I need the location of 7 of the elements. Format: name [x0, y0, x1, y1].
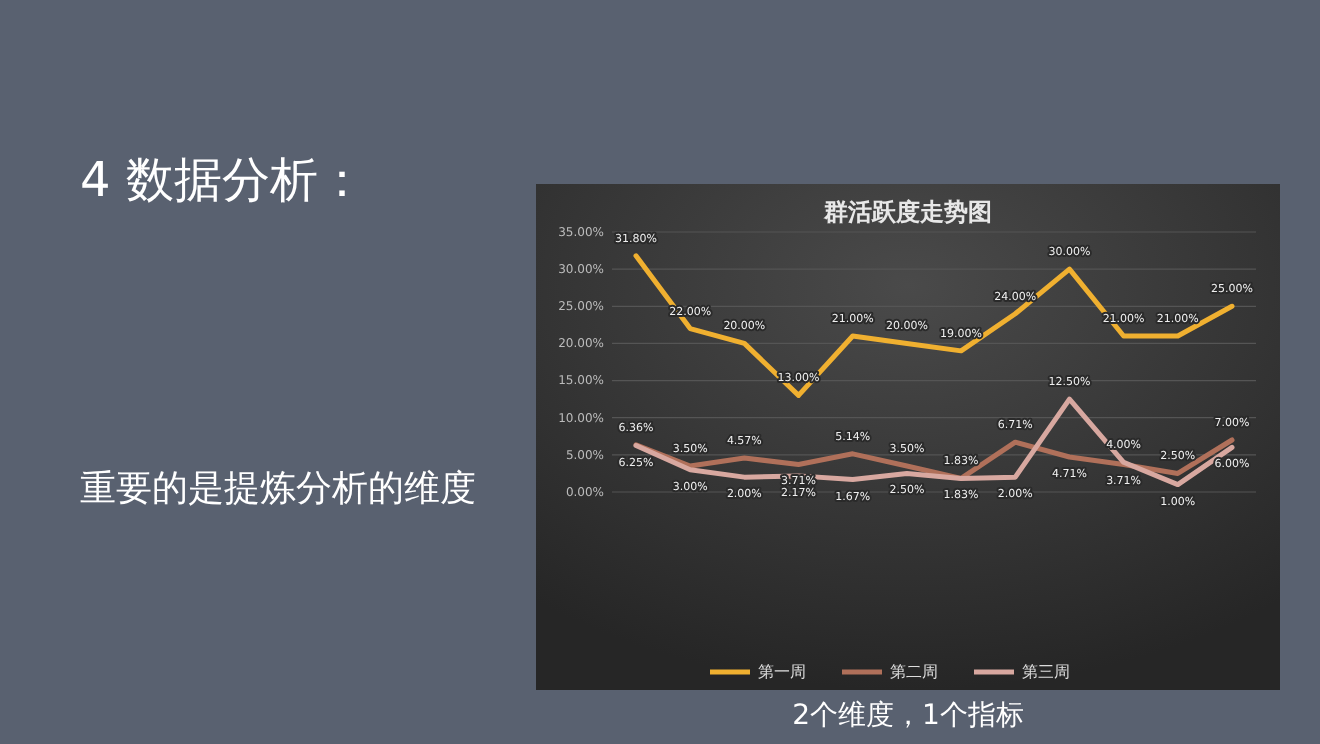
legend-label: 第三周	[1022, 663, 1070, 682]
chart-title: 群活跃度走势图	[822, 198, 992, 226]
legend-label: 第二周	[890, 663, 938, 682]
text: 2个维度，1个指标	[792, 700, 1024, 732]
legend-label: 第一周	[758, 663, 806, 682]
text: 4 数据分析：	[80, 152, 366, 208]
text: 重要的是提炼分析的维度	[80, 468, 476, 510]
